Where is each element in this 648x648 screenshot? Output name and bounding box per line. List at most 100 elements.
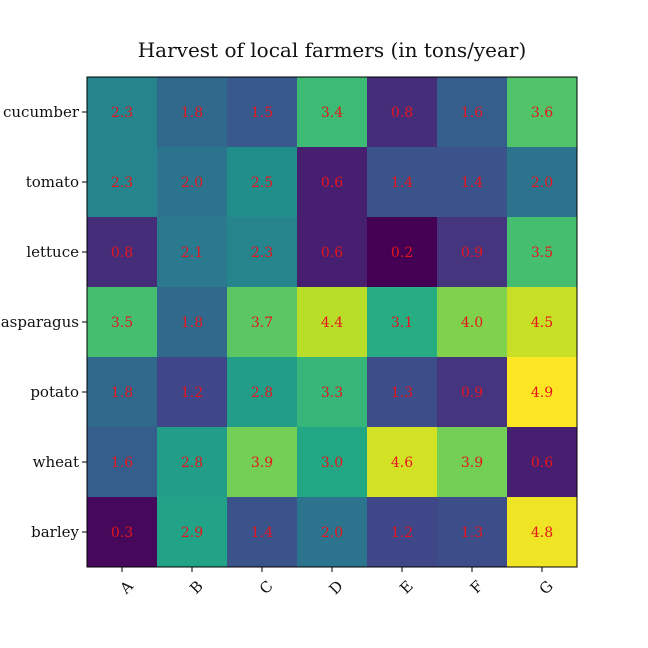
cell-value-label: 0.6 (321, 245, 343, 261)
heatmap-cell (227, 357, 298, 428)
heatmap-cell (507, 357, 578, 428)
cell-value-label: 1.3 (391, 385, 413, 401)
x-tick-label: A (116, 577, 137, 598)
y-tick-label: cucumber (3, 103, 80, 121)
cell-value-label: 3.1 (391, 315, 413, 331)
heatmap-cell (87, 357, 158, 428)
heatmap-cell (367, 77, 438, 148)
cell-value-label: 1.8 (181, 105, 203, 121)
cell-value-label: 3.0 (321, 455, 343, 471)
cell-value-label: 0.6 (531, 455, 553, 471)
heatmap-cell (507, 497, 578, 568)
heatmap-cell (367, 497, 438, 568)
heatmap-cell (507, 147, 578, 218)
cell-value-label: 1.3 (461, 525, 483, 541)
cell-value-label: 2.8 (181, 455, 203, 471)
heatmap-cell (227, 217, 298, 288)
cell-value-label: 1.8 (181, 315, 203, 331)
cell-value-label: 0.3 (111, 525, 133, 541)
heatmap-cell (367, 147, 438, 218)
heatmap-cell (157, 357, 228, 428)
cell-value-label: 4.5 (531, 315, 553, 331)
heatmap-cell (297, 497, 368, 568)
cell-value-label: 2.0 (181, 175, 203, 191)
cell-value-label: 2.3 (111, 175, 133, 191)
cell-value-label: 1.6 (461, 105, 483, 121)
heatmap-cell (87, 217, 158, 288)
heatmap-cell (87, 287, 158, 358)
heatmap-cells (87, 77, 578, 568)
heatmap-cell (507, 217, 578, 288)
cell-value-label: 0.9 (461, 385, 483, 401)
cell-value-label: 4.8 (531, 525, 553, 541)
x-tick-label: G (536, 577, 557, 598)
cell-value-label: 3.5 (111, 315, 133, 331)
cell-value-label: 3.5 (531, 245, 553, 261)
heatmap-cell (367, 287, 438, 358)
cell-value-label: 1.4 (461, 175, 483, 191)
heatmap-cell (297, 147, 368, 218)
cell-value-label: 4.6 (391, 455, 413, 471)
cell-value-label: 0.8 (111, 245, 133, 261)
y-axis-ticks: cucumber tomato lettuce asparagus potato whea… (1, 103, 87, 541)
heatmap-cell (507, 77, 578, 148)
heatmap-cell (437, 77, 508, 148)
heatmap-cell (367, 217, 438, 288)
cell-value-label: 3.6 (531, 105, 553, 121)
heatmap-cell (157, 217, 228, 288)
heatmap-cell (297, 287, 368, 358)
x-tick-label: D (326, 577, 347, 598)
x-tick-label: F (467, 577, 487, 597)
cell-value-label: 3.3 (321, 385, 343, 401)
cell-value-label: 0.2 (391, 245, 413, 261)
cell-value-label: 1.2 (391, 525, 413, 541)
cell-value-label: 1.8 (111, 385, 133, 401)
cell-value-label: 0.9 (461, 245, 483, 261)
cell-value-label: 2.8 (251, 385, 273, 401)
cell-value-label: 3.7 (251, 315, 273, 331)
y-tick-label: wheat (33, 453, 79, 471)
heatmap-cell (437, 357, 508, 428)
chart-title: Harvest of local farmers (in tons/year) (138, 38, 527, 62)
cell-value-label: 1.5 (251, 105, 273, 121)
cell-value-label: 2.9 (181, 525, 203, 541)
cell-value-label: 0.6 (321, 175, 343, 191)
heatmap-cell (367, 427, 438, 498)
y-tick-label: tomato (26, 173, 79, 191)
heatmap-cell (157, 77, 228, 148)
heatmap-cell (157, 287, 228, 358)
heatmap-cell (87, 497, 158, 568)
y-tick-label: lettuce (26, 243, 79, 261)
cell-value-label: 1.4 (251, 525, 273, 541)
heatmap-cell (157, 497, 228, 568)
cell-value-label: 2.3 (111, 105, 133, 121)
heatmap-cell (437, 147, 508, 218)
cell-value-label: 4.9 (531, 385, 553, 401)
heatmap-cell (437, 287, 508, 358)
heatmap-cell (227, 427, 298, 498)
heatmap-cell (297, 427, 368, 498)
cell-value-label: 2.3 (251, 245, 273, 261)
cell-value-label: 1.6 (111, 455, 133, 471)
cell-value-label: 3.9 (251, 455, 273, 471)
cell-value-label: 1.4 (391, 175, 413, 191)
heatmap-cell (507, 427, 578, 498)
cell-value-label: 2.0 (321, 525, 343, 541)
x-tick-label: C (256, 577, 277, 598)
heatmap-cell (227, 497, 298, 568)
heatmap-cell (297, 77, 368, 148)
x-tick-label: E (396, 577, 416, 597)
cell-value-label: 2.0 (531, 175, 553, 191)
heatmap-cell (157, 147, 228, 218)
heatmap-cell (227, 77, 298, 148)
cell-value-labels: 2.3 1.8 1.5 3.4 0.8 1.6 3.6 2.3 2.0 2.5 0.6 1.4 1.4 2… (111, 105, 553, 541)
heatmap-cell (437, 427, 508, 498)
cell-value-label: 1.2 (181, 385, 203, 401)
heatmap-cell (437, 217, 508, 288)
heatmap-cell (367, 357, 438, 428)
cell-value-label: 4.4 (321, 315, 343, 331)
x-tick-label: B (186, 577, 207, 598)
heatmap-cell (507, 287, 578, 358)
y-tick-label: barley (31, 523, 79, 541)
